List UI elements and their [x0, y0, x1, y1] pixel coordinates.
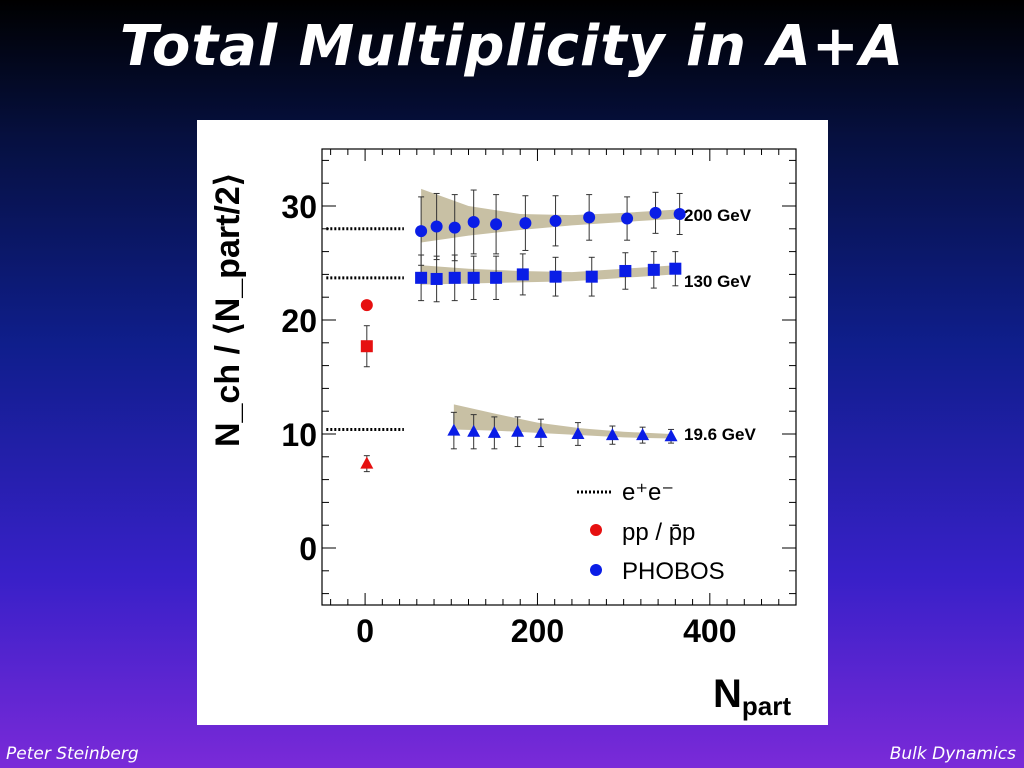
data-point-triangle: [511, 424, 525, 437]
legend-label-pp: pp / p̄p: [622, 519, 695, 546]
chart-panel: 0 200 400 0 10 20 30 Npart N_ch / ⟨N_part/2⟩ 200 …: [197, 120, 828, 725]
data-point-triangle: [636, 428, 650, 441]
y-tick-label: 10: [281, 417, 317, 453]
x-axis-title-sub: part: [742, 691, 791, 721]
data-point-square: [619, 264, 632, 277]
data-point-square: [430, 272, 443, 285]
data-point-triangle: [487, 425, 501, 438]
x-axis-title: Npart: [713, 672, 791, 721]
footer-author: Peter Steinberg: [6, 744, 139, 764]
x-tick-label: 0: [356, 613, 374, 649]
legend-label-ee: e⁺e⁻: [622, 479, 674, 506]
data-point-triangle: [605, 428, 619, 441]
x-tick-label: 200: [511, 613, 564, 649]
data-point-circle: [490, 218, 503, 231]
data-point-circle: [583, 211, 596, 224]
data-point-square: [490, 271, 503, 284]
plot-frame: [321, 148, 797, 606]
data-point-circle: [549, 214, 562, 227]
footer-topic: Bulk Dynamics: [889, 744, 1016, 764]
data-point-triangle: [534, 425, 548, 438]
data-point-triangle: [447, 423, 461, 436]
legend-symbol-pp: [590, 524, 602, 536]
data-point-triangle: [571, 427, 585, 439]
data-point-square: [669, 262, 682, 275]
y-tick-label: 0: [299, 531, 317, 567]
data-point-circle: [448, 221, 461, 234]
data-point-square: [415, 271, 428, 284]
data-point-circle: [415, 225, 428, 238]
multiplicity-chart: 0 200 400 0 10 20 30 Npart N_ch / ⟨N_part/2⟩ 200 …: [209, 148, 797, 721]
data-point-circle: [621, 212, 634, 225]
systematic-band: [453, 404, 672, 439]
x-tick-label: 400: [683, 613, 736, 649]
x-axis-title-main: N: [713, 672, 742, 716]
data-point-square: [549, 270, 562, 283]
data-point-circle: [519, 217, 532, 230]
data-point-square: [448, 271, 461, 284]
data-point-circle: [673, 207, 686, 220]
data-point-square: [467, 271, 480, 284]
data-point-square: [585, 270, 598, 283]
systematic-band: [421, 265, 676, 285]
y-tick-label: 30: [281, 189, 317, 225]
y-tick-label: 20: [281, 303, 317, 339]
data-point-square: [647, 263, 660, 276]
series-label: 19.6 GeV: [684, 425, 756, 444]
pp-point-triangle: [360, 456, 374, 469]
data-point-circle: [467, 215, 480, 228]
data-point-square: [516, 268, 529, 281]
legend-label-phobos: PHOBOS: [622, 558, 725, 585]
data-point-circle: [430, 220, 443, 233]
series-label: 130 GeV: [684, 272, 752, 291]
data-point-circle: [649, 206, 662, 219]
y-axis-title: N_ch / ⟨N_part/2⟩: [209, 173, 247, 447]
pp-point-square: [360, 340, 373, 353]
systematic-band: [421, 188, 680, 243]
pp-point-circle: [360, 299, 373, 312]
data-point-triangle: [467, 424, 481, 437]
slide-title: Total Multiplicity in A+A: [119, 14, 905, 79]
legend-symbol-phobos: [590, 564, 602, 576]
data-point-triangle: [664, 429, 678, 442]
series-label: 200 GeV: [684, 206, 752, 225]
